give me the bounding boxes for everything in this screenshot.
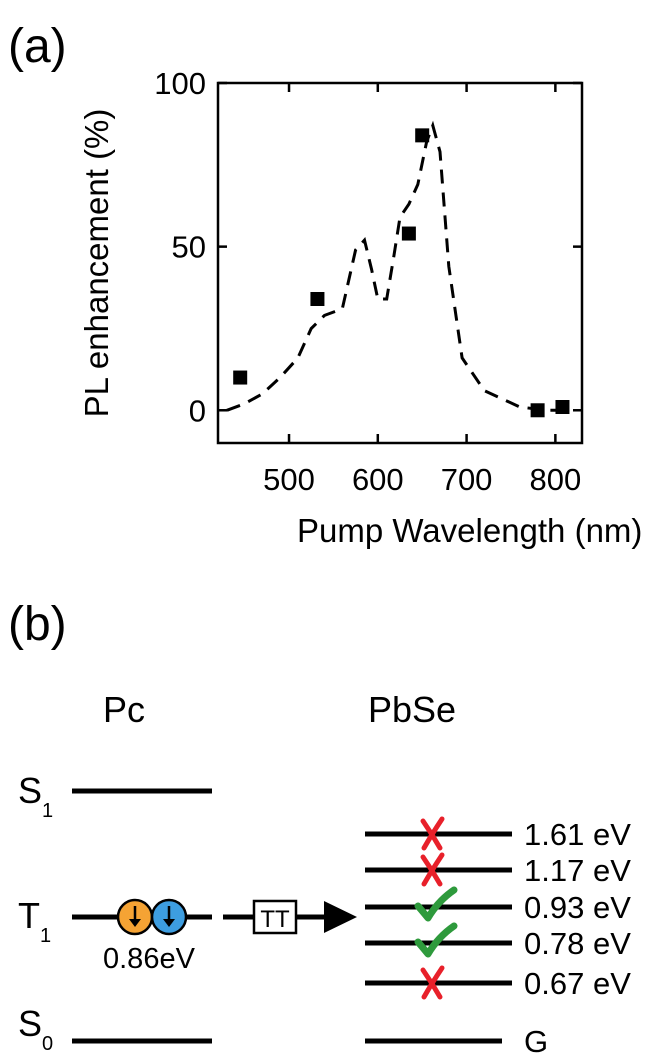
pbse-title: PbSe xyxy=(368,689,456,730)
x-tick-label: 700 xyxy=(441,462,493,497)
y-tick-label: 100 xyxy=(154,66,206,101)
data-point xyxy=(555,400,570,414)
pbse-levels: 1.61 eV1.17 eV0.93 eV0.78 eV 0.67 eV G xyxy=(365,816,631,1055)
data-point xyxy=(310,292,325,306)
y-tick-label: 0 xyxy=(189,393,206,428)
t1-label: T1 xyxy=(18,895,51,947)
down-arrow-icon xyxy=(129,906,141,927)
panel-a-label: (a) xyxy=(8,20,67,73)
pbse-level-label: 1.17 eV xyxy=(524,853,631,888)
pbse-level-label: 0.78 eV xyxy=(524,926,631,961)
y-axis-label: PL enhancement (%) xyxy=(78,109,115,418)
data-point xyxy=(530,403,545,418)
x-axis-label: Pump Wavelength (nm) xyxy=(297,512,642,549)
check-icon xyxy=(414,922,458,958)
fit-curve xyxy=(226,120,565,412)
pbse-level-label: G xyxy=(524,1024,548,1055)
data-point xyxy=(233,370,248,385)
down-arrow-icon xyxy=(163,906,175,927)
pbse-level-label: 0.93 eV xyxy=(524,890,631,925)
data-point xyxy=(401,226,416,241)
x-tick-label: 600 xyxy=(352,462,404,497)
data-point xyxy=(415,128,430,143)
plot-frame xyxy=(216,81,584,445)
check-icon xyxy=(414,886,458,922)
s0-label: S0 xyxy=(18,1003,53,1055)
pbse-level-label: 0.67 eV xyxy=(524,966,631,1001)
pl-enhancement-chart: 0 50 100 500 600 700 800 Pump Wavelength (nm)… xyxy=(78,66,642,549)
y-tick-label: 50 xyxy=(172,230,206,265)
triplet-transfer-arrow: TT xyxy=(223,899,357,935)
t1-energy-label: 0.86eV xyxy=(103,943,196,975)
pbse-level-label: 1.61 eV xyxy=(524,817,631,852)
x-tick-label: 500 xyxy=(263,462,315,497)
s1-label: S1 xyxy=(18,770,53,822)
arrow-head-icon xyxy=(324,901,357,933)
x-tick-label: 800 xyxy=(529,462,581,497)
cross-icon xyxy=(420,816,445,851)
cross-icon xyxy=(420,852,445,887)
spin-pair xyxy=(116,898,188,936)
panel-b-label: (b) xyxy=(8,598,67,651)
pc-title: Pc xyxy=(103,689,145,730)
tt-label: TT xyxy=(260,906,290,933)
cross-icon xyxy=(420,965,445,1000)
